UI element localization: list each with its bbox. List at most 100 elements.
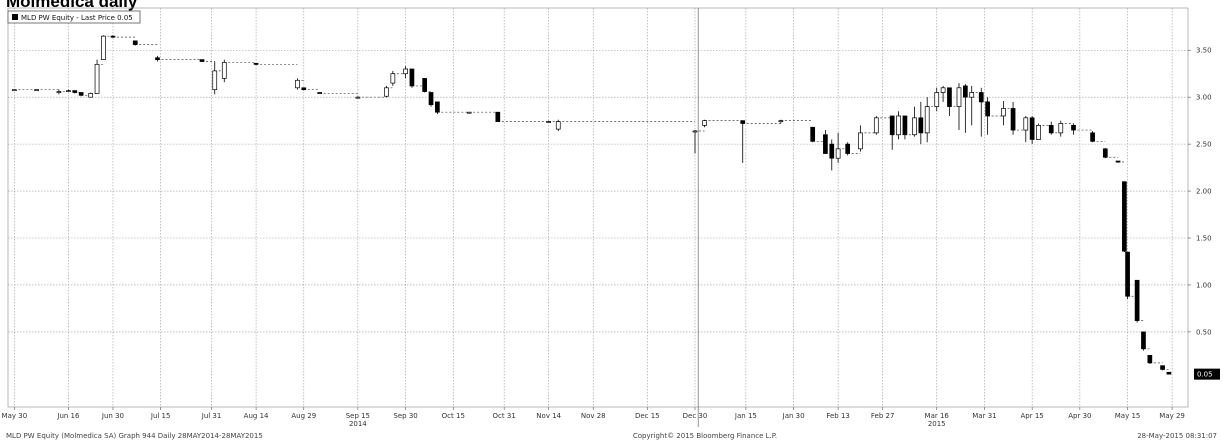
x-tick-label: Aug 29 (291, 412, 316, 420)
x-tick-label: Apr 30 (1068, 412, 1091, 420)
footer-left: MLD PW Equity (Molmedica SA) Graph 944 D… (6, 432, 263, 440)
y-tick-label: 0.50 (1196, 328, 1212, 336)
candle-down (1122, 181, 1127, 252)
candle-down (829, 143, 835, 159)
candle-down (317, 92, 323, 94)
candle-up (912, 117, 917, 136)
candle-up (66, 90, 71, 92)
candle-up (858, 132, 863, 150)
x-tick-label: Dec 15 (635, 412, 660, 420)
candle-down (963, 85, 968, 98)
candle-up (94, 63, 100, 94)
y-tick-label: 1.00 (1196, 281, 1212, 289)
x-tick-label: Nov 28 (581, 412, 606, 420)
candle-down (495, 111, 501, 122)
candle-up (778, 120, 784, 123)
candle-up (969, 92, 975, 98)
candle-down (199, 59, 205, 62)
candle-up (835, 148, 841, 159)
x-tick-label: May 30 (2, 412, 28, 420)
x-tick-label: May 29 (1159, 412, 1185, 420)
candle-up (390, 73, 396, 84)
x-tick-label: Mar 31 (972, 412, 996, 420)
candle-up (1058, 123, 1064, 134)
x-tick-label: Nov 14 (536, 412, 561, 420)
x-tick-label: Sep 30 (393, 412, 417, 420)
candle-up (555, 121, 561, 130)
candle-down (301, 87, 307, 91)
candle-down (1160, 365, 1165, 370)
candle-down (1090, 132, 1095, 142)
legend: MLD PW Equity - Last Price 0.05 (7, 10, 141, 24)
candle-down (1048, 125, 1054, 134)
candle-down (902, 115, 908, 136)
last-price-badge: 0.05 (1194, 368, 1220, 380)
candle-down (889, 115, 895, 136)
year-label: 2014 (349, 420, 367, 428)
y-tick-label: 2.50 (1196, 141, 1212, 149)
candle-up (1023, 117, 1029, 131)
candle-up (88, 93, 94, 98)
candle-up (1036, 125, 1041, 140)
candle-down (1147, 355, 1153, 364)
candle-down (428, 92, 434, 106)
candle-up (403, 68, 408, 75)
x-tick-label: Sep 15 (346, 412, 370, 420)
candle-layer (12, 35, 1172, 375)
candle-down (978, 92, 984, 103)
candle-up (692, 130, 698, 133)
year-label: 2015 (928, 420, 946, 428)
candle-down (1166, 371, 1172, 375)
x-tick-label: Apr 15 (1021, 412, 1044, 420)
candle-up (295, 79, 300, 89)
candle-down (1125, 251, 1130, 297)
x-tick-label: Dec 30 (683, 412, 708, 420)
candle-up (956, 87, 962, 107)
candle-down (985, 101, 990, 117)
candle-down (435, 101, 440, 113)
candle-up (924, 106, 930, 134)
x-tick-label: Aug 14 (244, 412, 269, 420)
candle-down (1029, 117, 1035, 140)
candle-up (1001, 108, 1006, 117)
y-tick-label: 2.00 (1196, 188, 1212, 196)
chart-title: Molmedica daily (6, 0, 138, 11)
candle-down (1134, 279, 1140, 321)
legend-label: MLD PW Equity - Last Price 0.05 (21, 14, 133, 22)
x-tick-label: Jul 15 (150, 412, 171, 420)
candle-down (422, 78, 428, 92)
candle-down (1071, 125, 1076, 131)
candle-up (466, 111, 472, 114)
candle-up (896, 115, 901, 136)
x-tick-label: May 15 (1115, 412, 1141, 420)
y-tick-label: 3.50 (1196, 47, 1212, 55)
candle-up (873, 117, 879, 134)
x-tick-label: Oct 15 (442, 412, 465, 420)
candle-up (12, 89, 17, 92)
candle-up (934, 92, 940, 107)
legend-box (7, 10, 141, 24)
x-tick-label: Oct 31 (493, 412, 516, 420)
candle-down (918, 117, 924, 134)
x-tick-label: Jan 30 (782, 412, 805, 420)
candle-down (1115, 160, 1121, 163)
plot-frame (7, 7, 1189, 408)
grid-layer (7, 7, 1189, 408)
x-tick-label: Jun 16 (56, 412, 80, 420)
candle-up (702, 120, 707, 126)
candle-down (947, 87, 952, 107)
y-tick-label: 1.50 (1196, 235, 1212, 243)
candle-up (56, 91, 62, 93)
candle-down (110, 35, 116, 38)
candle-up (221, 62, 227, 79)
candle-up (355, 96, 361, 99)
candle-down (1141, 331, 1146, 350)
candle-down (810, 126, 816, 142)
x-tick-label: Jun 30 (101, 412, 124, 420)
x-tick-label: Mar 16 (925, 412, 950, 420)
candle-down (409, 68, 415, 87)
candle-down (845, 143, 851, 154)
candle-down (740, 120, 746, 124)
last-price-badge-bg (1194, 368, 1220, 380)
candle-up (101, 35, 106, 60)
